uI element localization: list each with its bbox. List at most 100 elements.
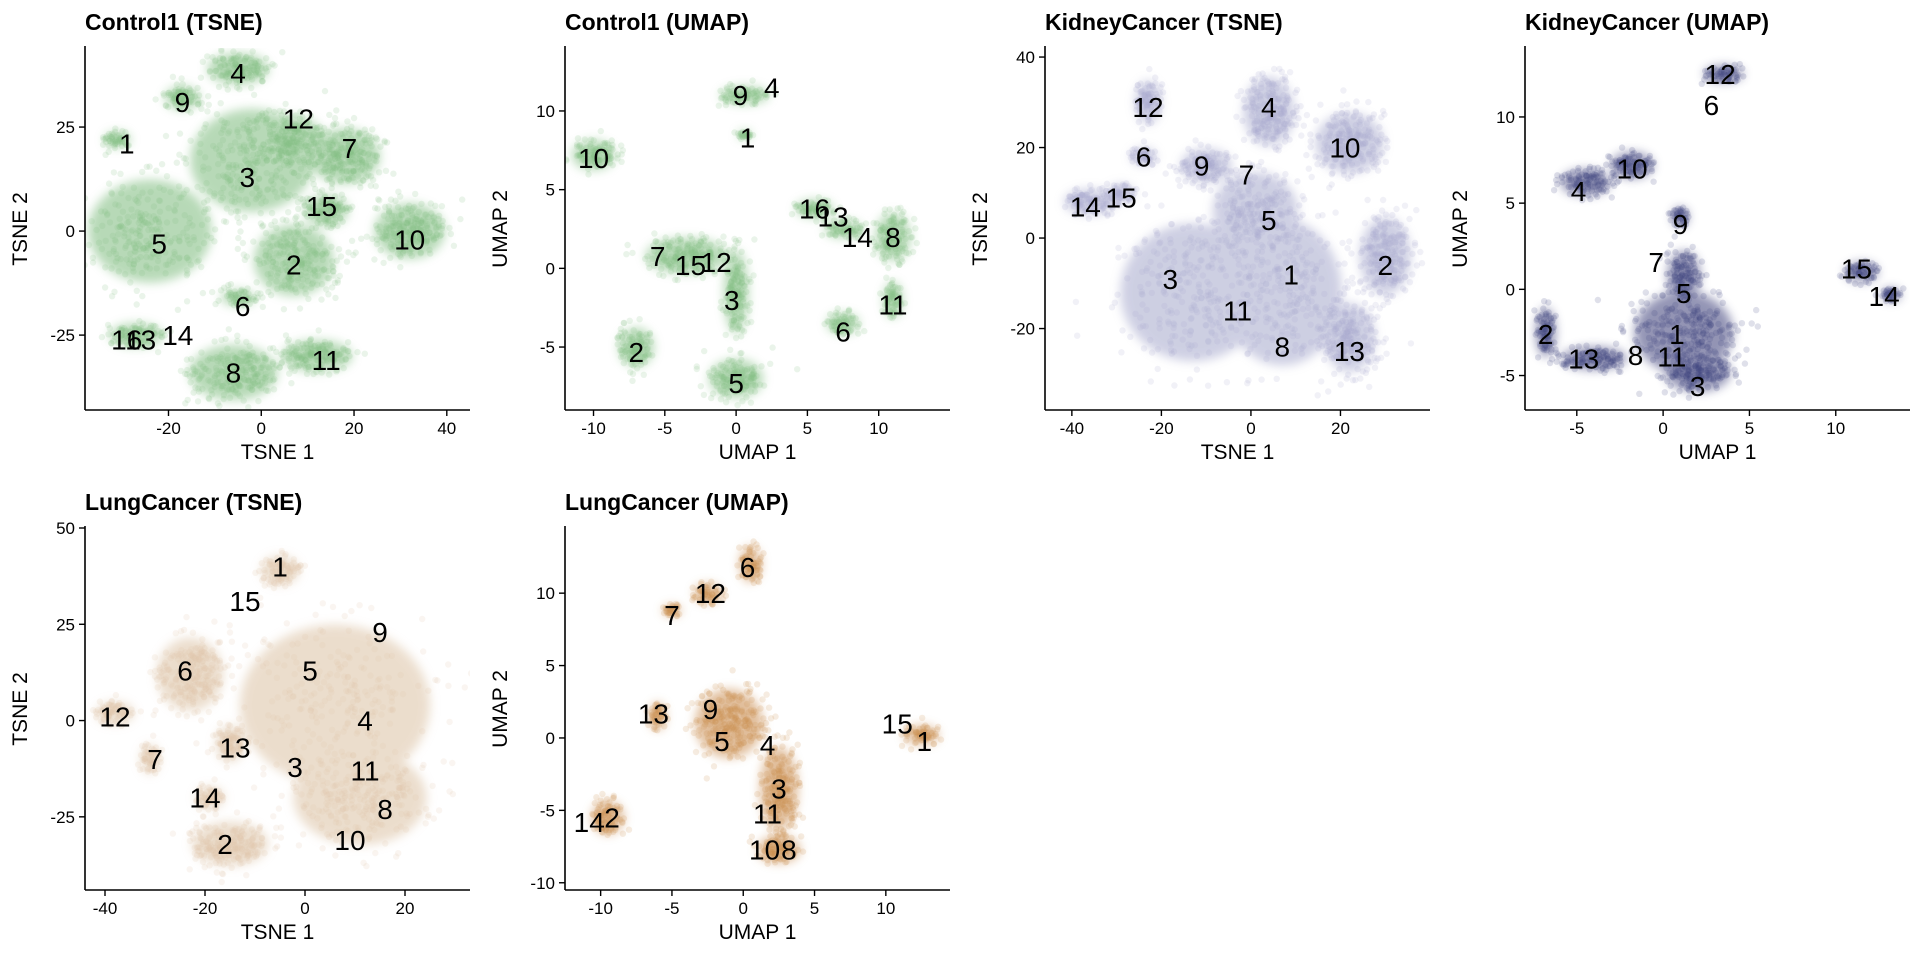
cell-point (232, 193, 239, 201)
cell-point (253, 255, 260, 263)
cell-point (293, 137, 300, 144)
cell-point (315, 149, 323, 156)
x-tick-label: 5 (803, 419, 812, 438)
cell-point (345, 130, 353, 137)
cell-point (203, 232, 211, 239)
cluster-label: 12 (701, 247, 732, 278)
cell-point (246, 351, 253, 359)
cell-point (326, 203, 334, 210)
cell-point (102, 138, 110, 146)
cell-point (181, 96, 188, 103)
cell-point (277, 266, 285, 273)
cell-point (1185, 223, 1193, 230)
cell-point (246, 127, 253, 134)
x-axis-title: TSNE 1 (241, 441, 315, 464)
cell-point (295, 157, 302, 164)
cell-point (303, 147, 311, 154)
cell-point (404, 217, 412, 224)
cell-point (93, 226, 100, 234)
cell-point (312, 132, 320, 139)
cell-point (99, 141, 107, 148)
cell-point (334, 277, 341, 284)
cell-point (236, 79, 244, 86)
cell-point (728, 326, 735, 333)
cell-point (385, 207, 393, 215)
cell-point (172, 93, 179, 100)
cell-point (327, 136, 334, 144)
cell-point (291, 150, 299, 157)
cell-point (203, 179, 210, 187)
cell-point (148, 226, 156, 233)
cell-point (347, 169, 355, 177)
cell-point (199, 363, 207, 370)
cell-point (317, 240, 324, 247)
cell-point (335, 152, 343, 159)
cluster-label: 10 (394, 224, 425, 255)
cell-point (290, 139, 297, 146)
cell-point (171, 235, 179, 242)
cell-point (225, 69, 232, 76)
cell-point (1360, 140, 1367, 148)
cell-point (146, 163, 153, 170)
cell-point (284, 119, 291, 127)
cell-point (698, 230, 705, 238)
cell-point (191, 93, 199, 100)
cell-point (264, 115, 271, 122)
cell-point (351, 140, 359, 147)
cell-point (758, 363, 765, 370)
cell-point (212, 67, 220, 75)
cell-point (1182, 178, 1189, 185)
cell-point (107, 132, 114, 140)
cell-point (1382, 158, 1390, 166)
cell-point (262, 251, 269, 259)
cell-point (293, 354, 301, 361)
cell-point (118, 142, 126, 150)
cell-point (187, 261, 195, 268)
y-tick-label: -5 (540, 338, 555, 357)
cell-point (339, 145, 346, 152)
cell-point (325, 175, 333, 182)
cell-point (913, 239, 920, 247)
cell-point (296, 158, 303, 166)
cell-point (310, 140, 317, 148)
cell-point (252, 118, 260, 126)
cell-point (331, 132, 339, 139)
cell-point (283, 149, 290, 156)
cell-point (108, 293, 116, 300)
cell-point (172, 101, 179, 109)
cell-point (266, 255, 273, 262)
cell-point (331, 207, 339, 214)
cell-point (236, 57, 243, 65)
cell-point (173, 159, 180, 166)
cell-point (305, 242, 312, 249)
cell-point (305, 260, 312, 267)
cell-point (183, 366, 191, 374)
cell-point (113, 139, 120, 146)
cell-point (340, 195, 347, 202)
cell-point (258, 73, 265, 80)
cell-point (95, 239, 103, 246)
cell-point (231, 61, 239, 68)
cell-point (319, 198, 326, 206)
cell-point (1352, 121, 1360, 129)
cell-point (295, 125, 303, 132)
cell-point (350, 156, 357, 163)
cell-point (226, 289, 233, 296)
cell-point (184, 270, 191, 277)
cell-point (217, 100, 224, 107)
cell-point (309, 136, 316, 143)
cell-point (289, 168, 296, 176)
cell-point (338, 152, 345, 159)
cell-point (285, 153, 292, 160)
cell-point (283, 148, 290, 156)
cluster-label: 6 (835, 316, 851, 347)
cell-point (269, 377, 277, 384)
cell-point (293, 362, 300, 370)
cell-point (265, 125, 273, 132)
cell-point (262, 65, 269, 72)
cell-point (160, 90, 167, 97)
cell-point (338, 169, 346, 176)
cell-point (262, 229, 270, 237)
cell-point (295, 258, 302, 265)
